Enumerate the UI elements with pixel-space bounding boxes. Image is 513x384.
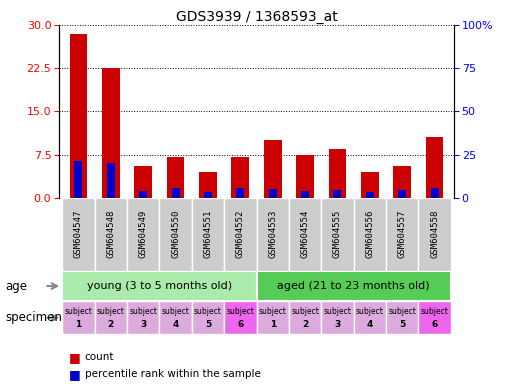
Text: GSM604552: GSM604552 [236,210,245,258]
Text: GSM604558: GSM604558 [430,210,439,258]
Text: 5: 5 [205,320,211,329]
Text: 2: 2 [108,320,114,329]
Text: percentile rank within the sample: percentile rank within the sample [85,369,261,379]
Text: age: age [5,280,27,293]
Bar [199,172,217,198]
Bar [127,301,160,334]
Bar [289,198,321,271]
Bar [160,301,192,334]
Text: subject: subject [388,307,416,316]
Bar [62,271,256,301]
Bar [224,301,256,334]
Text: ■: ■ [69,351,81,364]
Bar [139,191,147,198]
Text: 3: 3 [334,320,341,329]
Bar [62,198,94,271]
Bar [134,166,152,198]
Text: GSM604547: GSM604547 [74,210,83,258]
Text: count: count [85,352,114,362]
Bar [264,140,282,198]
Text: subject: subject [129,307,157,316]
Bar [70,33,87,198]
Bar [256,198,289,271]
Bar [289,301,321,334]
Bar [192,301,224,334]
Bar [256,271,451,301]
Bar [398,190,406,198]
Text: subject: subject [356,307,384,316]
Bar [192,198,224,271]
Bar [171,188,180,198]
Bar [160,198,192,271]
Text: 1: 1 [269,320,276,329]
Bar [386,301,419,334]
Text: subject: subject [259,307,287,316]
Bar [127,198,160,271]
Bar [224,198,256,271]
Bar [430,188,439,198]
Bar [269,189,277,198]
Text: GSM604556: GSM604556 [365,210,374,258]
Bar [74,161,83,198]
Text: subject: subject [291,307,319,316]
Bar [328,149,346,198]
Text: GSM604550: GSM604550 [171,210,180,258]
Text: GSM604548: GSM604548 [106,210,115,258]
Bar [353,301,386,334]
Bar [231,157,249,198]
Bar [296,155,314,198]
Text: subject: subject [65,307,92,316]
Text: 5: 5 [399,320,405,329]
Text: 6: 6 [237,320,244,329]
Bar [256,301,289,334]
Text: specimen: specimen [5,311,62,324]
Bar [321,198,353,271]
Bar [94,301,127,334]
Text: GSM604549: GSM604549 [139,210,148,258]
Text: GSM604555: GSM604555 [333,210,342,258]
Bar [301,191,309,198]
Text: 2: 2 [302,320,308,329]
Bar [236,188,244,198]
Title: GDS3939 / 1368593_at: GDS3939 / 1368593_at [175,10,338,24]
Text: subject: subject [226,307,254,316]
Text: 4: 4 [172,320,179,329]
Bar [386,198,419,271]
Bar [366,192,374,198]
Bar [419,198,451,271]
Bar [107,163,115,198]
Text: GSM604551: GSM604551 [204,210,212,258]
Bar [361,172,379,198]
Text: 3: 3 [140,320,146,329]
Text: ■: ■ [69,368,81,381]
Text: GSM604554: GSM604554 [301,210,309,258]
Bar [94,198,127,271]
Text: subject: subject [97,307,125,316]
Bar [426,137,443,198]
Text: 1: 1 [75,320,82,329]
Text: GSM604557: GSM604557 [398,210,407,258]
Text: 6: 6 [431,320,438,329]
Text: subject: subject [162,307,189,316]
Text: GSM604553: GSM604553 [268,210,277,258]
Text: subject: subject [421,307,448,316]
Text: 4: 4 [367,320,373,329]
Bar [102,68,120,198]
Bar [204,192,212,198]
Bar [62,301,94,334]
Bar [333,190,342,198]
Bar [419,301,451,334]
Bar [353,198,386,271]
Text: young (3 to 5 months old): young (3 to 5 months old) [87,281,232,291]
Text: aged (21 to 23 months old): aged (21 to 23 months old) [278,281,430,291]
Bar [321,301,353,334]
Bar [393,166,411,198]
Text: subject: subject [194,307,222,316]
Text: subject: subject [324,307,351,316]
Bar [167,157,185,198]
